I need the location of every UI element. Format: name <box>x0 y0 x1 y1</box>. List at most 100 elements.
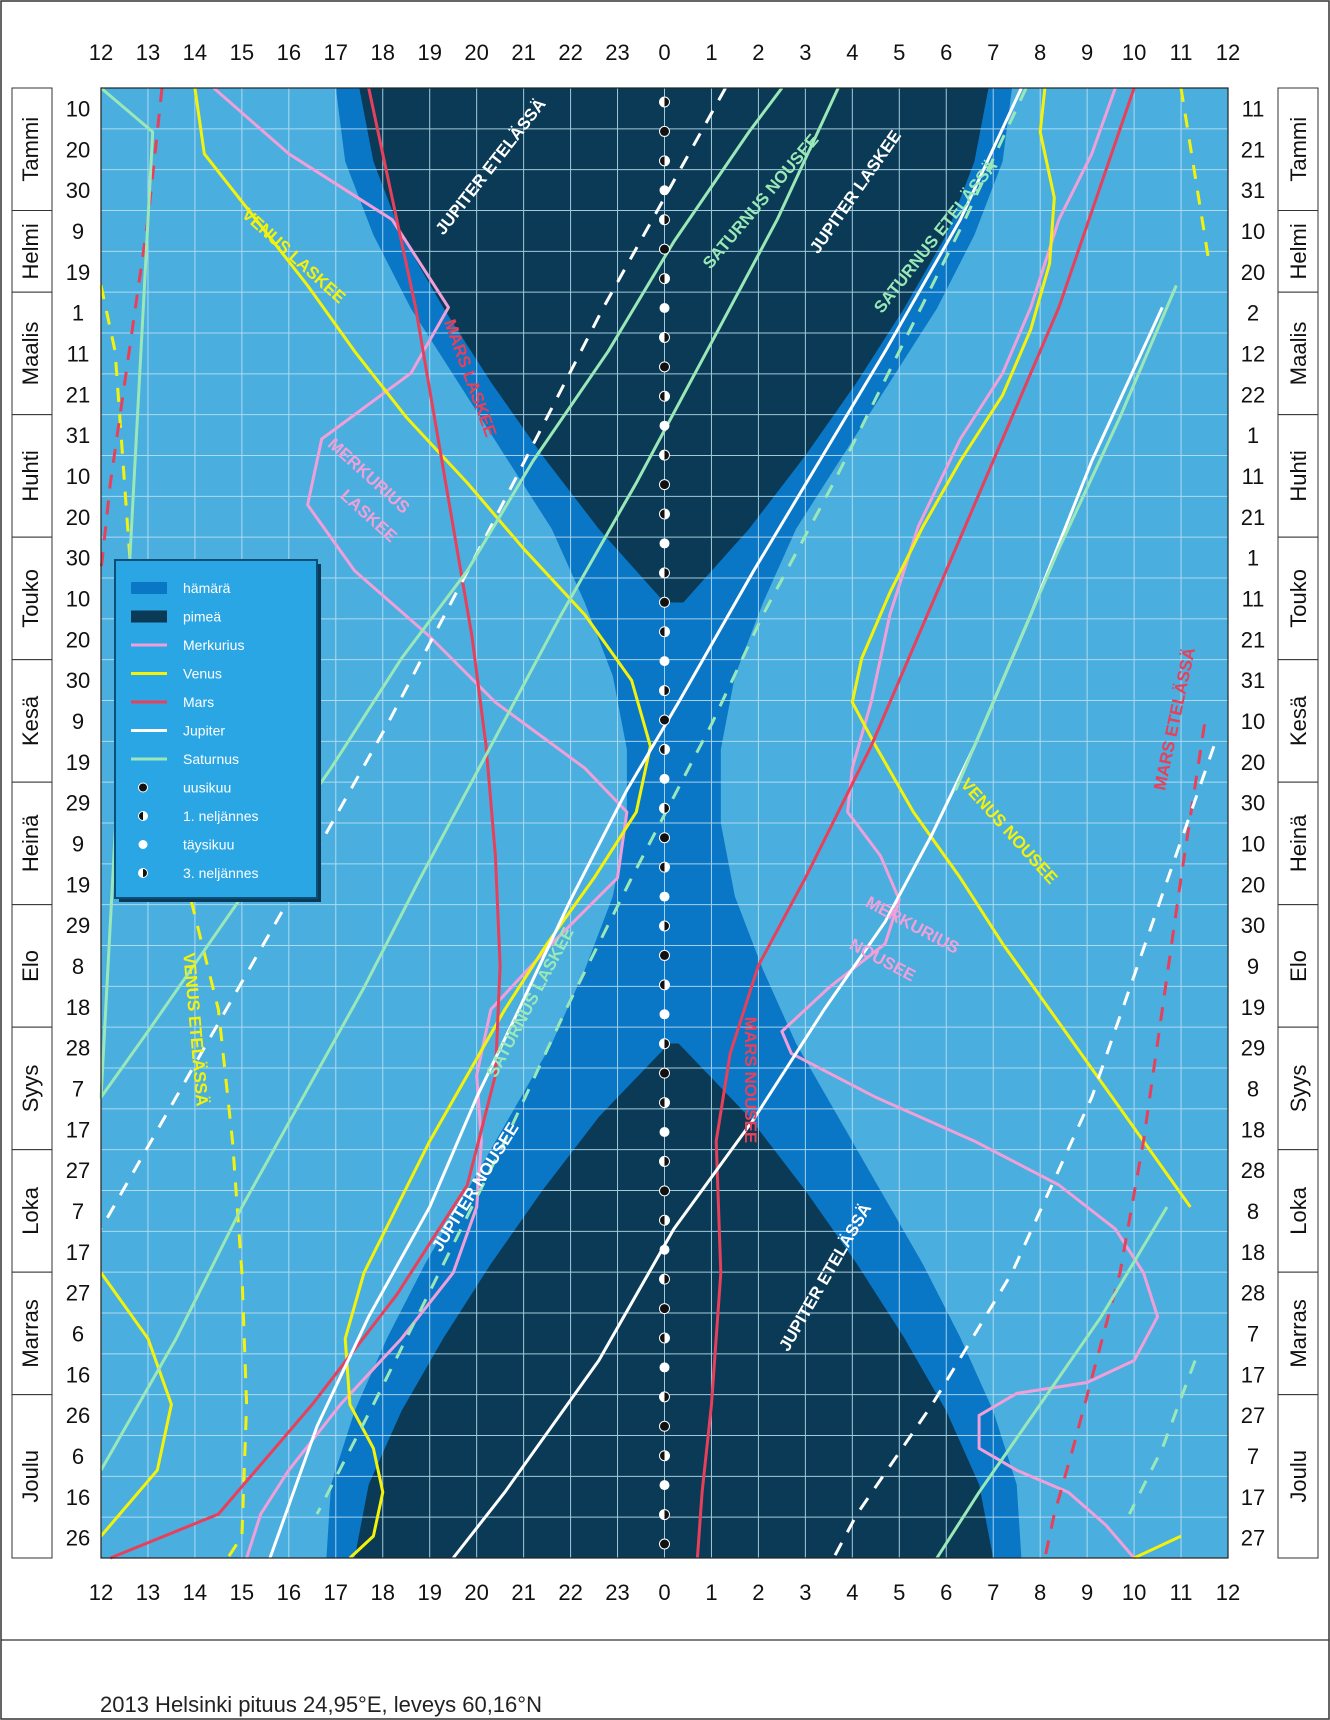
bottom-hour-tick: 23 <box>605 1580 629 1605</box>
moon-full-icon <box>659 420 670 431</box>
month-box-left <box>11 210 53 293</box>
day-tick-right: 1 <box>1247 423 1259 448</box>
month-label-right: Helmi <box>1286 223 1311 279</box>
bottom-hour-tick: 2 <box>752 1580 764 1605</box>
bottom-hour-tick: 20 <box>464 1580 488 1605</box>
moon-phase-new <box>659 1420 670 1432</box>
moon-new-icon <box>659 125 670 137</box>
top-hour-tick: 15 <box>230 40 254 65</box>
month-label-left: Tammi <box>18 117 43 182</box>
moon-phase-first <box>659 390 670 402</box>
moon-half-icon <box>659 1509 665 1520</box>
month-box-right <box>1277 1149 1319 1273</box>
legend-label: hämärä <box>183 580 231 596</box>
month-label-right: Maalis <box>1286 322 1311 386</box>
series-jupiter_etelassa_lower <box>832 745 1216 1559</box>
day-tick-left: 9 <box>72 219 84 244</box>
month-label-right: Tammi <box>1286 117 1311 182</box>
moon-full-icon <box>659 538 670 549</box>
legend-label: uusikuu <box>183 780 231 796</box>
day-tick-left: 28 <box>66 1036 90 1061</box>
day-tick-left: 10 <box>66 96 90 121</box>
day-tick-right: 27 <box>1241 1526 1265 1551</box>
moon-full-icon <box>659 656 670 667</box>
moon-half-icon <box>664 979 670 990</box>
month-label-left: Marras <box>18 1299 43 1367</box>
day-tick-left: 26 <box>66 1526 90 1551</box>
top-hour-tick: 0 <box>658 40 670 65</box>
moon-half-icon <box>659 803 665 814</box>
day-tick-right: 21 <box>1241 627 1265 652</box>
moon-phase-new <box>659 714 670 726</box>
legend-dark-swatch <box>131 610 167 623</box>
moon-new-icon <box>659 1538 670 1550</box>
day-tick-right: 22 <box>1241 382 1265 407</box>
moon-phase-full <box>659 1480 670 1491</box>
legend-label: Venus <box>183 666 222 682</box>
bottom-hour-tick: 3 <box>799 1580 811 1605</box>
series-jupiter_laskee <box>268 87 1023 1559</box>
moon-phase-new <box>659 361 670 373</box>
moon-half-icon <box>659 450 665 461</box>
dark-region-1 <box>354 1043 994 1558</box>
day-tick-right: 20 <box>1241 872 1265 897</box>
month-box-right <box>1277 291 1319 416</box>
bottom-hour-tick: 4 <box>846 1580 858 1605</box>
moon-phase-first <box>659 743 670 755</box>
moon-full-icon <box>659 1009 670 1020</box>
moon-phase-new <box>659 1303 670 1315</box>
legend-label: Saturnus <box>183 751 239 767</box>
month-label-left: Touko <box>18 569 43 628</box>
top-hour-tick: 16 <box>277 40 301 65</box>
day-tick-right: 1 <box>1247 546 1259 571</box>
moon-phase-last <box>659 1155 670 1167</box>
bottom-hour-tick: 9 <box>1081 1580 1093 1605</box>
month-label-left: Elo <box>18 950 43 982</box>
legend-label: pimeä <box>183 609 221 625</box>
day-tick-right: 18 <box>1241 1117 1265 1142</box>
dark-region-0 <box>359 88 989 603</box>
top-hour-tick: 12 <box>89 40 113 65</box>
moon-half-icon <box>659 921 665 931</box>
moon-phase-new <box>659 949 670 961</box>
moon-half-icon <box>664 1215 670 1226</box>
bottom-hour-tick: 0 <box>658 1580 670 1605</box>
legend-label: 1. neljännes <box>183 808 259 824</box>
month-box-right <box>1277 1026 1319 1151</box>
top-hour-tick: 19 <box>417 40 441 65</box>
series-mars_nousee <box>695 87 1136 1559</box>
bottom-hour-tick: 11 <box>1170 1580 1193 1605</box>
legend: hämärä pimeä Merkurius Venus Mars Jupiter Satu… <box>114 559 321 902</box>
moon-phase-first <box>659 979 670 991</box>
day-tick-left: 30 <box>66 546 90 571</box>
legend-label: Jupiter <box>183 723 225 739</box>
day-tick-left: 20 <box>66 137 90 162</box>
moon-phase-last <box>659 685 670 697</box>
day-tick-left: 19 <box>66 872 90 897</box>
moon-phase-last <box>659 1509 670 1521</box>
month-box-left <box>11 1149 53 1273</box>
moon-half-icon <box>664 391 670 402</box>
month-box-right <box>1277 414 1319 538</box>
month-box-right <box>1277 1271 1319 1396</box>
series-mars_etelassa_right-1 <box>1043 724 1206 1559</box>
moon-phase-new <box>659 1185 670 1197</box>
moon-phase-last <box>659 449 670 461</box>
series-mars_etelassa_left <box>99 87 164 571</box>
day-tick-left: 10 <box>66 586 90 611</box>
bottom-hour-tick: 10 <box>1122 1580 1146 1605</box>
day-tick-left: 10 <box>66 464 90 489</box>
moon-new-icon <box>659 1185 670 1197</box>
moon-phase-full <box>659 420 670 431</box>
moon-phase-new <box>659 125 670 137</box>
legend-label: Merkurius <box>183 637 244 653</box>
moon-phase-full <box>659 1244 670 1255</box>
moon-new-icon <box>659 714 670 726</box>
top-hour-tick: 10 <box>1122 40 1146 65</box>
day-tick-right: 9 <box>1247 954 1259 979</box>
day-tick-left: 7 <box>72 1199 84 1224</box>
moon-phase-first <box>659 1097 670 1109</box>
moon-phase-first <box>659 155 670 167</box>
month-box-left <box>11 1026 53 1151</box>
